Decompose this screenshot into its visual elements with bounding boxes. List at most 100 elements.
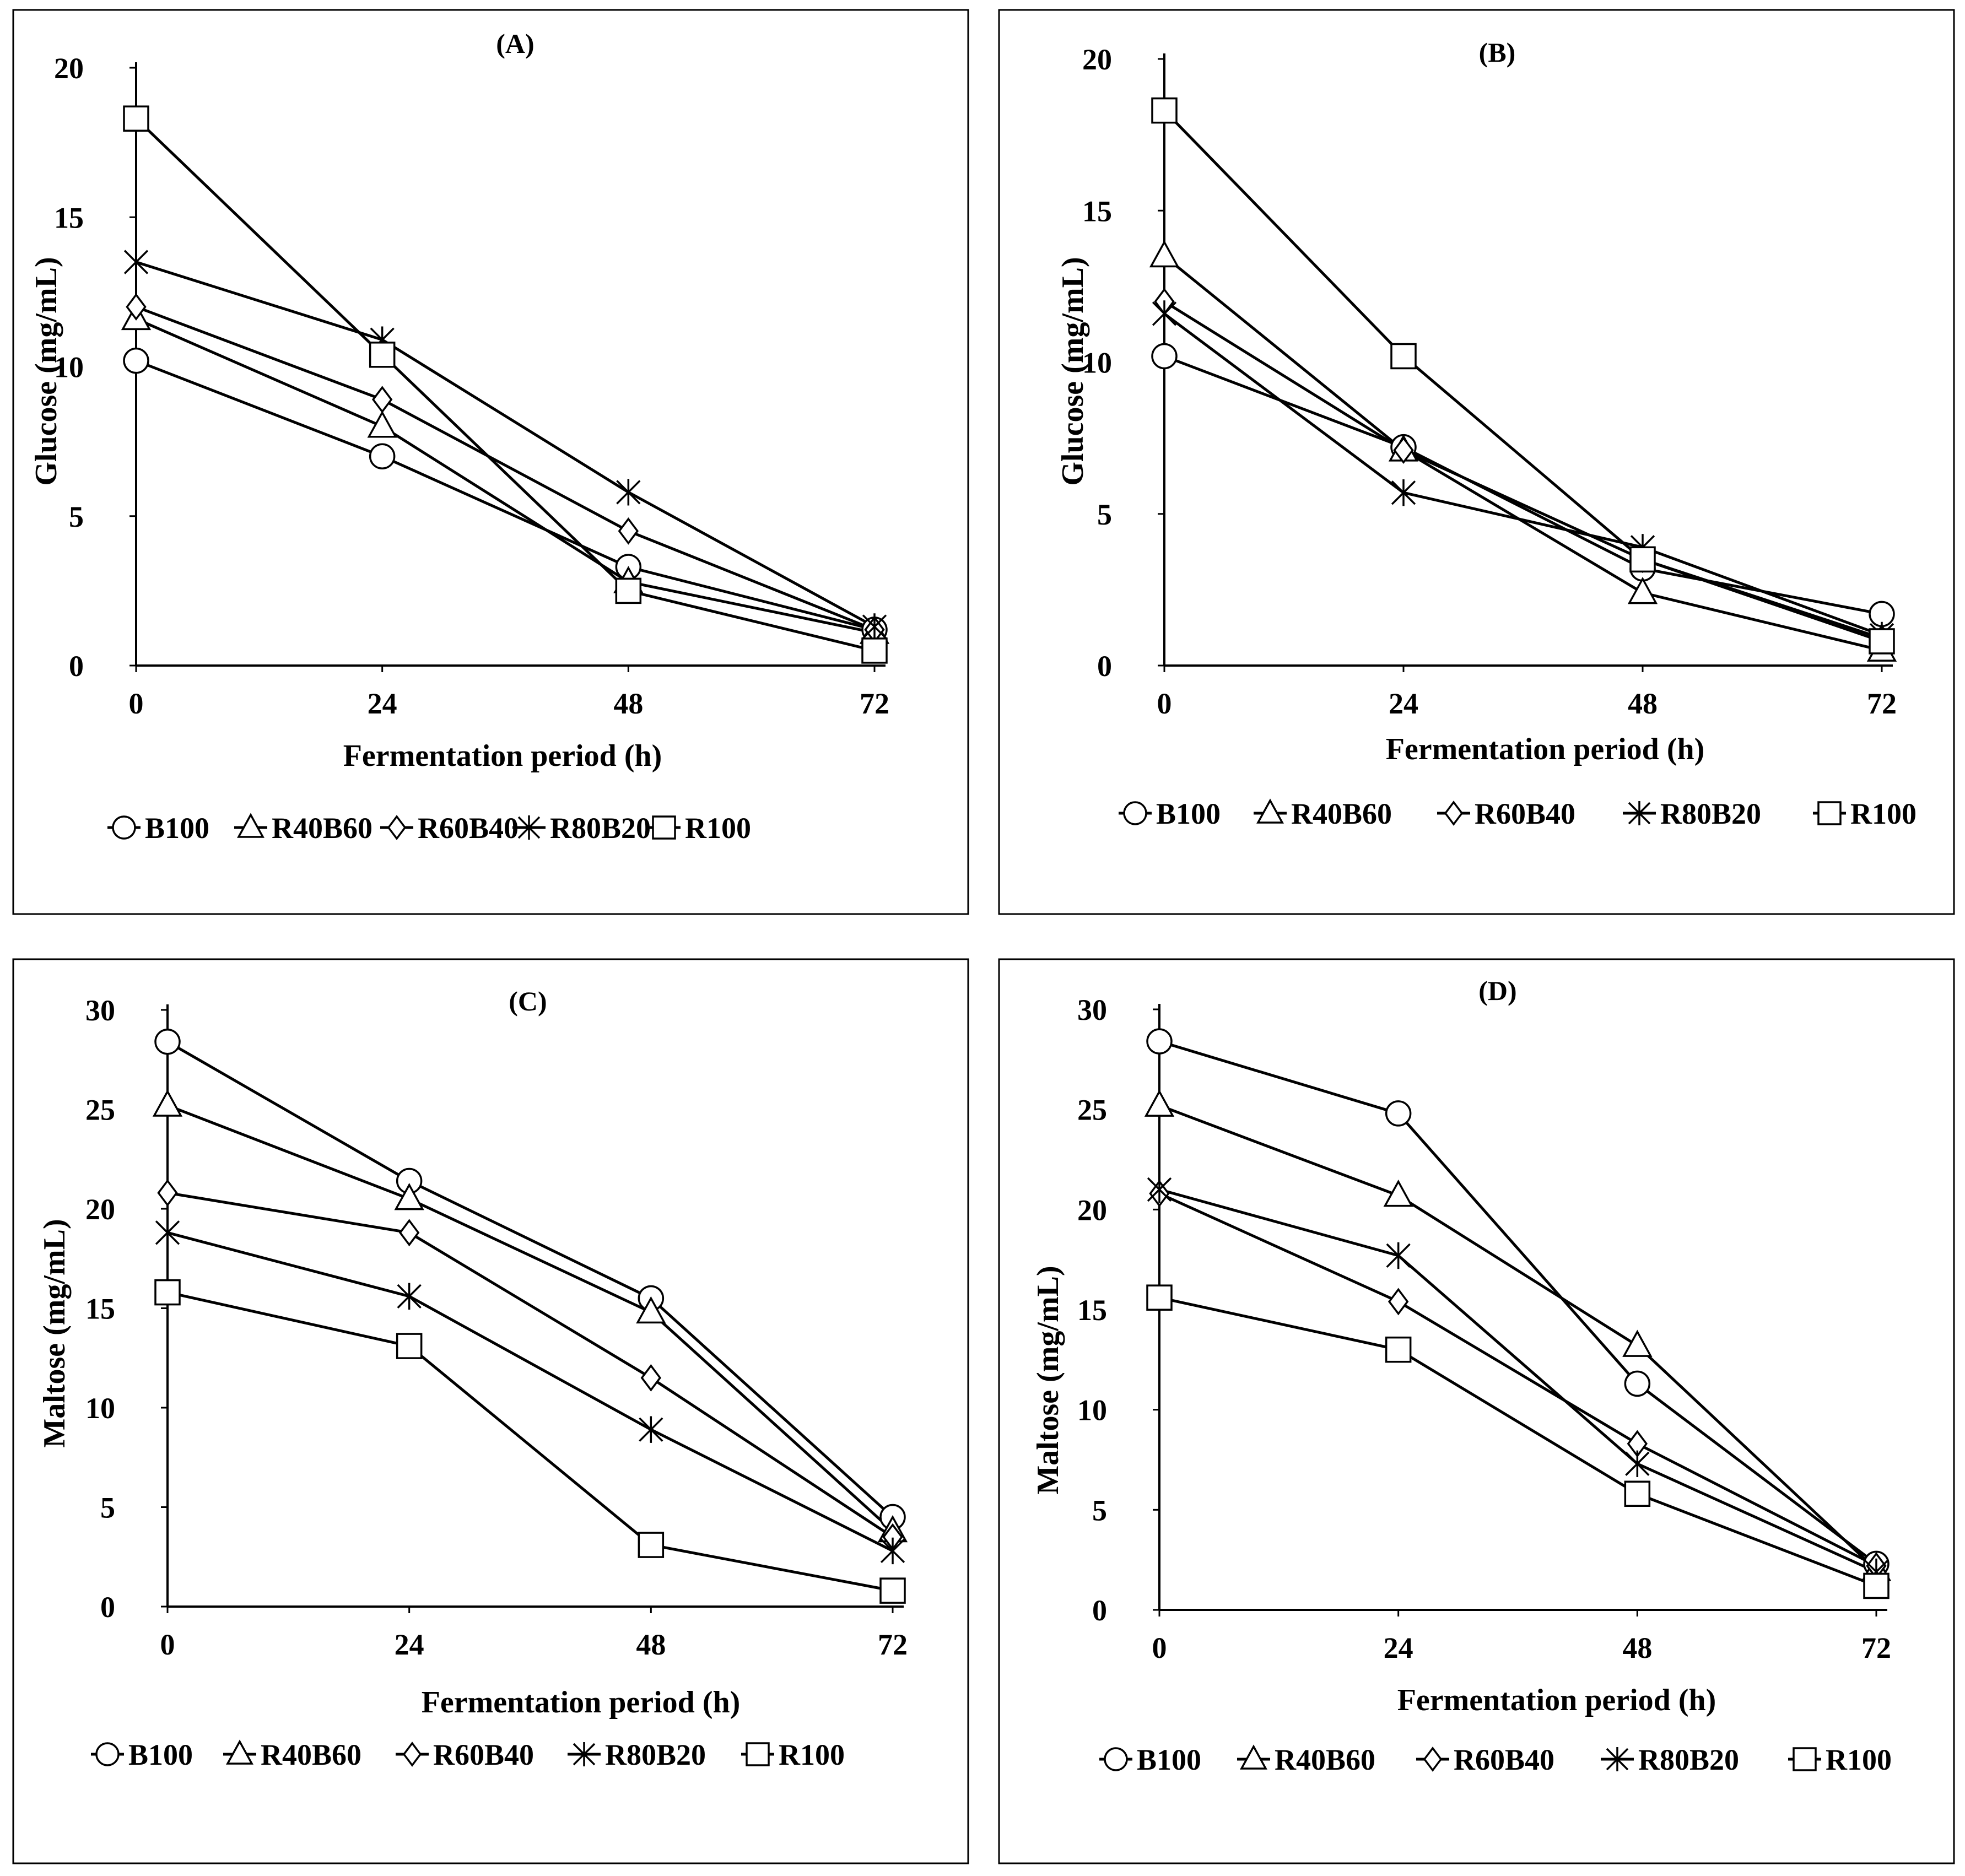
y-tick-label: 20: [1082, 43, 1112, 76]
legend-marker: [402, 1742, 422, 1767]
y-tick-label: 20: [54, 52, 84, 85]
series-line-b100: [166, 1040, 894, 1518]
y-tick-label: 0: [100, 1591, 115, 1624]
y-tick-label: 5: [1092, 1494, 1107, 1527]
x-tick-label: 48: [613, 687, 643, 720]
chart-panel-a: (A) Glucose (mg/mL) Fermentation period …: [12, 9, 969, 915]
marker-diamond-shape: [1388, 1288, 1409, 1316]
marker-circle-shape: [1104, 1747, 1128, 1771]
marker-star-shape: [1152, 300, 1177, 327]
data-point-r100: [1151, 97, 1178, 124]
y-tick-label: 0: [69, 650, 84, 683]
marker-triangle-shape: [1383, 1179, 1413, 1207]
series-line-r60b40: [136, 305, 875, 631]
data-point-r80b20: [1386, 1242, 1411, 1269]
data-point-r100: [396, 1333, 423, 1359]
legend-label: B100: [128, 1738, 193, 1771]
legend-item-r100: R100: [741, 1738, 845, 1771]
data-point-r40b60: [1383, 1179, 1413, 1207]
chart-title: (B): [1479, 37, 1516, 68]
data-point-r40b60: [1627, 576, 1658, 604]
chart-panel-d: (D) Maltose (mg/mL) Fermentation period …: [998, 958, 1955, 1864]
legend-label: B100: [145, 812, 209, 845]
series-line-r100: [1159, 1296, 1877, 1587]
data-point-b100: [369, 443, 396, 469]
y-tick-label: 10: [1077, 1394, 1107, 1427]
legend-marker: [1104, 1747, 1128, 1771]
data-point-r100: [879, 1577, 906, 1604]
data-point-r100: [1629, 546, 1656, 573]
x-tick-label: 48: [636, 1628, 666, 1661]
panel-frame: [12, 958, 969, 1864]
marker-square-shape: [638, 1532, 665, 1558]
data-point-r80b20: [639, 1416, 663, 1443]
marker-triangle-shape: [1256, 798, 1284, 824]
x-tick-label: 24: [395, 1628, 424, 1661]
data-point-r100: [123, 105, 149, 132]
data-point-r80b20: [880, 1537, 905, 1565]
marker-square-shape: [1629, 546, 1656, 573]
marker-square-shape: [1146, 1284, 1173, 1311]
legend-item-r100: R100: [1813, 797, 1917, 830]
panel-frame: [998, 9, 1955, 915]
series-line-r100: [167, 1291, 893, 1592]
data-point-b100: [123, 347, 149, 374]
x-tick-label: 72: [878, 1628, 908, 1661]
y-axis-label: Glucose (mg/mL): [1056, 257, 1090, 485]
marker-square-shape: [123, 105, 149, 132]
series-line-r40b60: [135, 317, 875, 634]
y-tick-label: 5: [69, 500, 84, 533]
data-point-b100: [1146, 1028, 1173, 1055]
marker-triangle-shape: [237, 813, 264, 838]
legend-marker: [746, 1742, 770, 1766]
marker-triangle-shape: [1144, 1089, 1175, 1117]
data-point-r60b40: [618, 517, 639, 545]
legend: B100 R40B60 R60B40 R80B20 R100: [1099, 1743, 1892, 1776]
marker-square-shape: [369, 342, 396, 368]
legend-label: R80B20: [550, 812, 651, 845]
y-tick-label: 15: [1082, 194, 1112, 228]
data-point-r40b60: [1622, 1329, 1653, 1357]
y-tick-label: 10: [1082, 347, 1112, 380]
data-point-r100: [1146, 1284, 1173, 1311]
marker-diamond-shape: [402, 1742, 422, 1767]
series-line-r40b60: [1163, 255, 1882, 652]
legend-marker: [1423, 1747, 1443, 1772]
legend-item-b100: B100: [1119, 797, 1221, 830]
legend-item-r60b40: R60B40: [380, 812, 519, 845]
marker-diamond-shape: [126, 293, 147, 321]
series-line-r80b20: [167, 1231, 894, 1553]
legend-label: R40B60: [1291, 797, 1392, 830]
marker-triangle-shape: [1240, 1744, 1267, 1770]
marker-star-shape: [1386, 1242, 1411, 1269]
marker-diamond-shape: [1423, 1747, 1443, 1772]
legend-marker: [387, 815, 407, 840]
chart-title: (D): [1478, 975, 1516, 1006]
legend-item-r100: R100: [1788, 1743, 1892, 1776]
data-point-b100: [154, 1029, 181, 1055]
marker-triangle-shape: [636, 1296, 666, 1324]
legend-marker: [1256, 798, 1284, 824]
data-point-r40b60: [1144, 1089, 1175, 1117]
data-point-r80b20: [1147, 1176, 1172, 1203]
legend-item-r80b20: R80B20: [512, 812, 651, 845]
marker-triangle-shape: [1627, 576, 1658, 604]
marker-triangle-shape: [394, 1183, 424, 1210]
legend-marker: [1817, 801, 1842, 825]
marker-star-shape: [1625, 1450, 1650, 1477]
legend-marker: [1123, 801, 1147, 825]
legend-marker: [1606, 1747, 1629, 1771]
legend-label: R40B60: [272, 812, 373, 845]
y-tick-label: 20: [85, 1193, 115, 1226]
series-line-r100: [1163, 109, 1882, 643]
marker-diamond-shape: [1393, 436, 1414, 464]
data-point-r60b40: [157, 1179, 178, 1207]
legend-item-r40b60: R40B60: [223, 1738, 361, 1771]
data-point-r40b60: [367, 410, 397, 438]
x-axis-label: Fermentation period (h): [1386, 732, 1705, 766]
x-tick-label: 0: [1157, 687, 1172, 720]
y-tick-label: 0: [1092, 1594, 1107, 1627]
series-line-r80b20: [136, 261, 876, 628]
marker-triangle-shape: [1149, 240, 1180, 268]
